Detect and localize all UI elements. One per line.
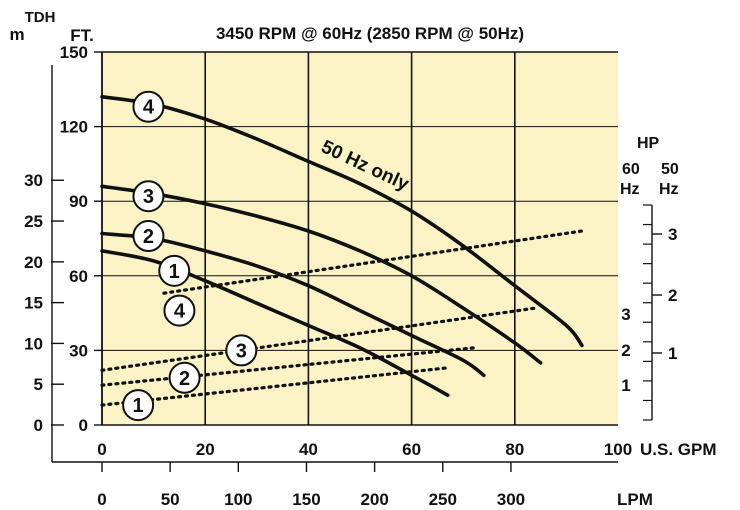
bottom-axis-unit-lpm: LPM bbox=[617, 490, 653, 509]
head-marker-label-3: 3 bbox=[143, 186, 154, 208]
head-marker-label-2: 2 bbox=[143, 226, 154, 248]
gpm-tick-label-5: 100 bbox=[604, 440, 632, 459]
ft-tick-label-0: 0 bbox=[79, 416, 88, 435]
power-marker-4 bbox=[163, 294, 196, 327]
right-axis-header-hz50: Hz bbox=[659, 181, 679, 198]
m-tick-label-5: 25 bbox=[24, 212, 43, 231]
right-axis-header-50: 50 bbox=[661, 161, 679, 178]
hp50-tick-label-1: 2 bbox=[668, 286, 677, 305]
right-axis-header-hp: HP bbox=[637, 135, 660, 152]
head-curve-3 bbox=[100, 184, 543, 365]
right-axis-header-hz60: Hz bbox=[620, 181, 640, 198]
lpm-tick-label-3: 150 bbox=[292, 490, 320, 509]
hp60-tick-label-0: 1 bbox=[621, 376, 630, 395]
power-curve-4 bbox=[162, 229, 584, 295]
chart-title: 3450 RPM @ 60Hz (2850 RPM @ 50Hz) bbox=[216, 24, 524, 43]
m-tick-label-3: 15 bbox=[24, 294, 43, 313]
ft-tick-label-4: 120 bbox=[60, 118, 88, 137]
power-marker-1 bbox=[122, 389, 155, 422]
left-axis-unit-ft: FT. bbox=[70, 26, 94, 45]
lpm-tick-label-0: 0 bbox=[97, 490, 106, 509]
ft-tick-label-5: 150 bbox=[60, 43, 88, 62]
gpm-tick-label-4: 80 bbox=[505, 440, 524, 459]
ft-tick-label-3: 90 bbox=[69, 192, 88, 211]
m-tick-label-1: 5 bbox=[34, 375, 43, 394]
hp60-tick-label-1: 2 bbox=[621, 341, 630, 360]
ft-tick-label-1: 30 bbox=[69, 341, 88, 360]
lpm-tick-label-4: 200 bbox=[360, 490, 388, 509]
hp50-tick-label-0: 1 bbox=[668, 344, 677, 363]
lpm-tick-label-5: 250 bbox=[429, 490, 457, 509]
lpm-tick-label-6: 300 bbox=[497, 490, 525, 509]
head-curve-4 bbox=[100, 95, 584, 348]
m-tick-label-4: 20 bbox=[24, 253, 43, 272]
m-tick-label-2: 10 bbox=[24, 334, 43, 353]
lpm-tick-label-1: 50 bbox=[161, 490, 180, 509]
power-curve-2 bbox=[100, 346, 476, 387]
head-marker-2 bbox=[132, 220, 165, 253]
power-marker-label-2: 2 bbox=[179, 368, 190, 390]
power-marker-2 bbox=[168, 361, 201, 394]
m-tick-label-6: 30 bbox=[24, 171, 43, 190]
right-axis-header-60: 60 bbox=[622, 161, 640, 178]
gpm-tick-label-1: 20 bbox=[196, 440, 215, 459]
power-marker-label-1: 1 bbox=[133, 395, 144, 417]
bottom-axis-unit-gpm: U.S. GPM bbox=[640, 440, 717, 459]
hp60-tick-label-2: 3 bbox=[621, 305, 630, 324]
gpm-tick-label-2: 40 bbox=[299, 440, 318, 459]
gpm-tick-label-0: 0 bbox=[97, 440, 106, 459]
head-marker-label-4: 4 bbox=[143, 97, 155, 119]
power-marker-3 bbox=[225, 334, 258, 367]
head-marker-label-1: 1 bbox=[169, 261, 180, 283]
hp50-tick-label-2: 3 bbox=[668, 225, 677, 244]
left-axis-header-tdh: TDH bbox=[25, 9, 56, 26]
head-curve-2 bbox=[100, 231, 486, 378]
ft-tick-label-2: 60 bbox=[69, 267, 88, 286]
head-marker-3 bbox=[132, 180, 165, 213]
power-marker-label-4: 4 bbox=[174, 301, 186, 323]
head-marker-4 bbox=[132, 90, 165, 123]
power-curve-3 bbox=[100, 306, 537, 372]
head-marker-1 bbox=[158, 254, 191, 287]
lpm-tick-label-2: 100 bbox=[224, 490, 252, 509]
gpm-tick-label-3: 60 bbox=[402, 440, 421, 459]
power-marker-label-3: 3 bbox=[236, 340, 247, 362]
left-axis-unit-m: m bbox=[9, 25, 24, 44]
m-tick-label-0: 0 bbox=[34, 416, 43, 435]
